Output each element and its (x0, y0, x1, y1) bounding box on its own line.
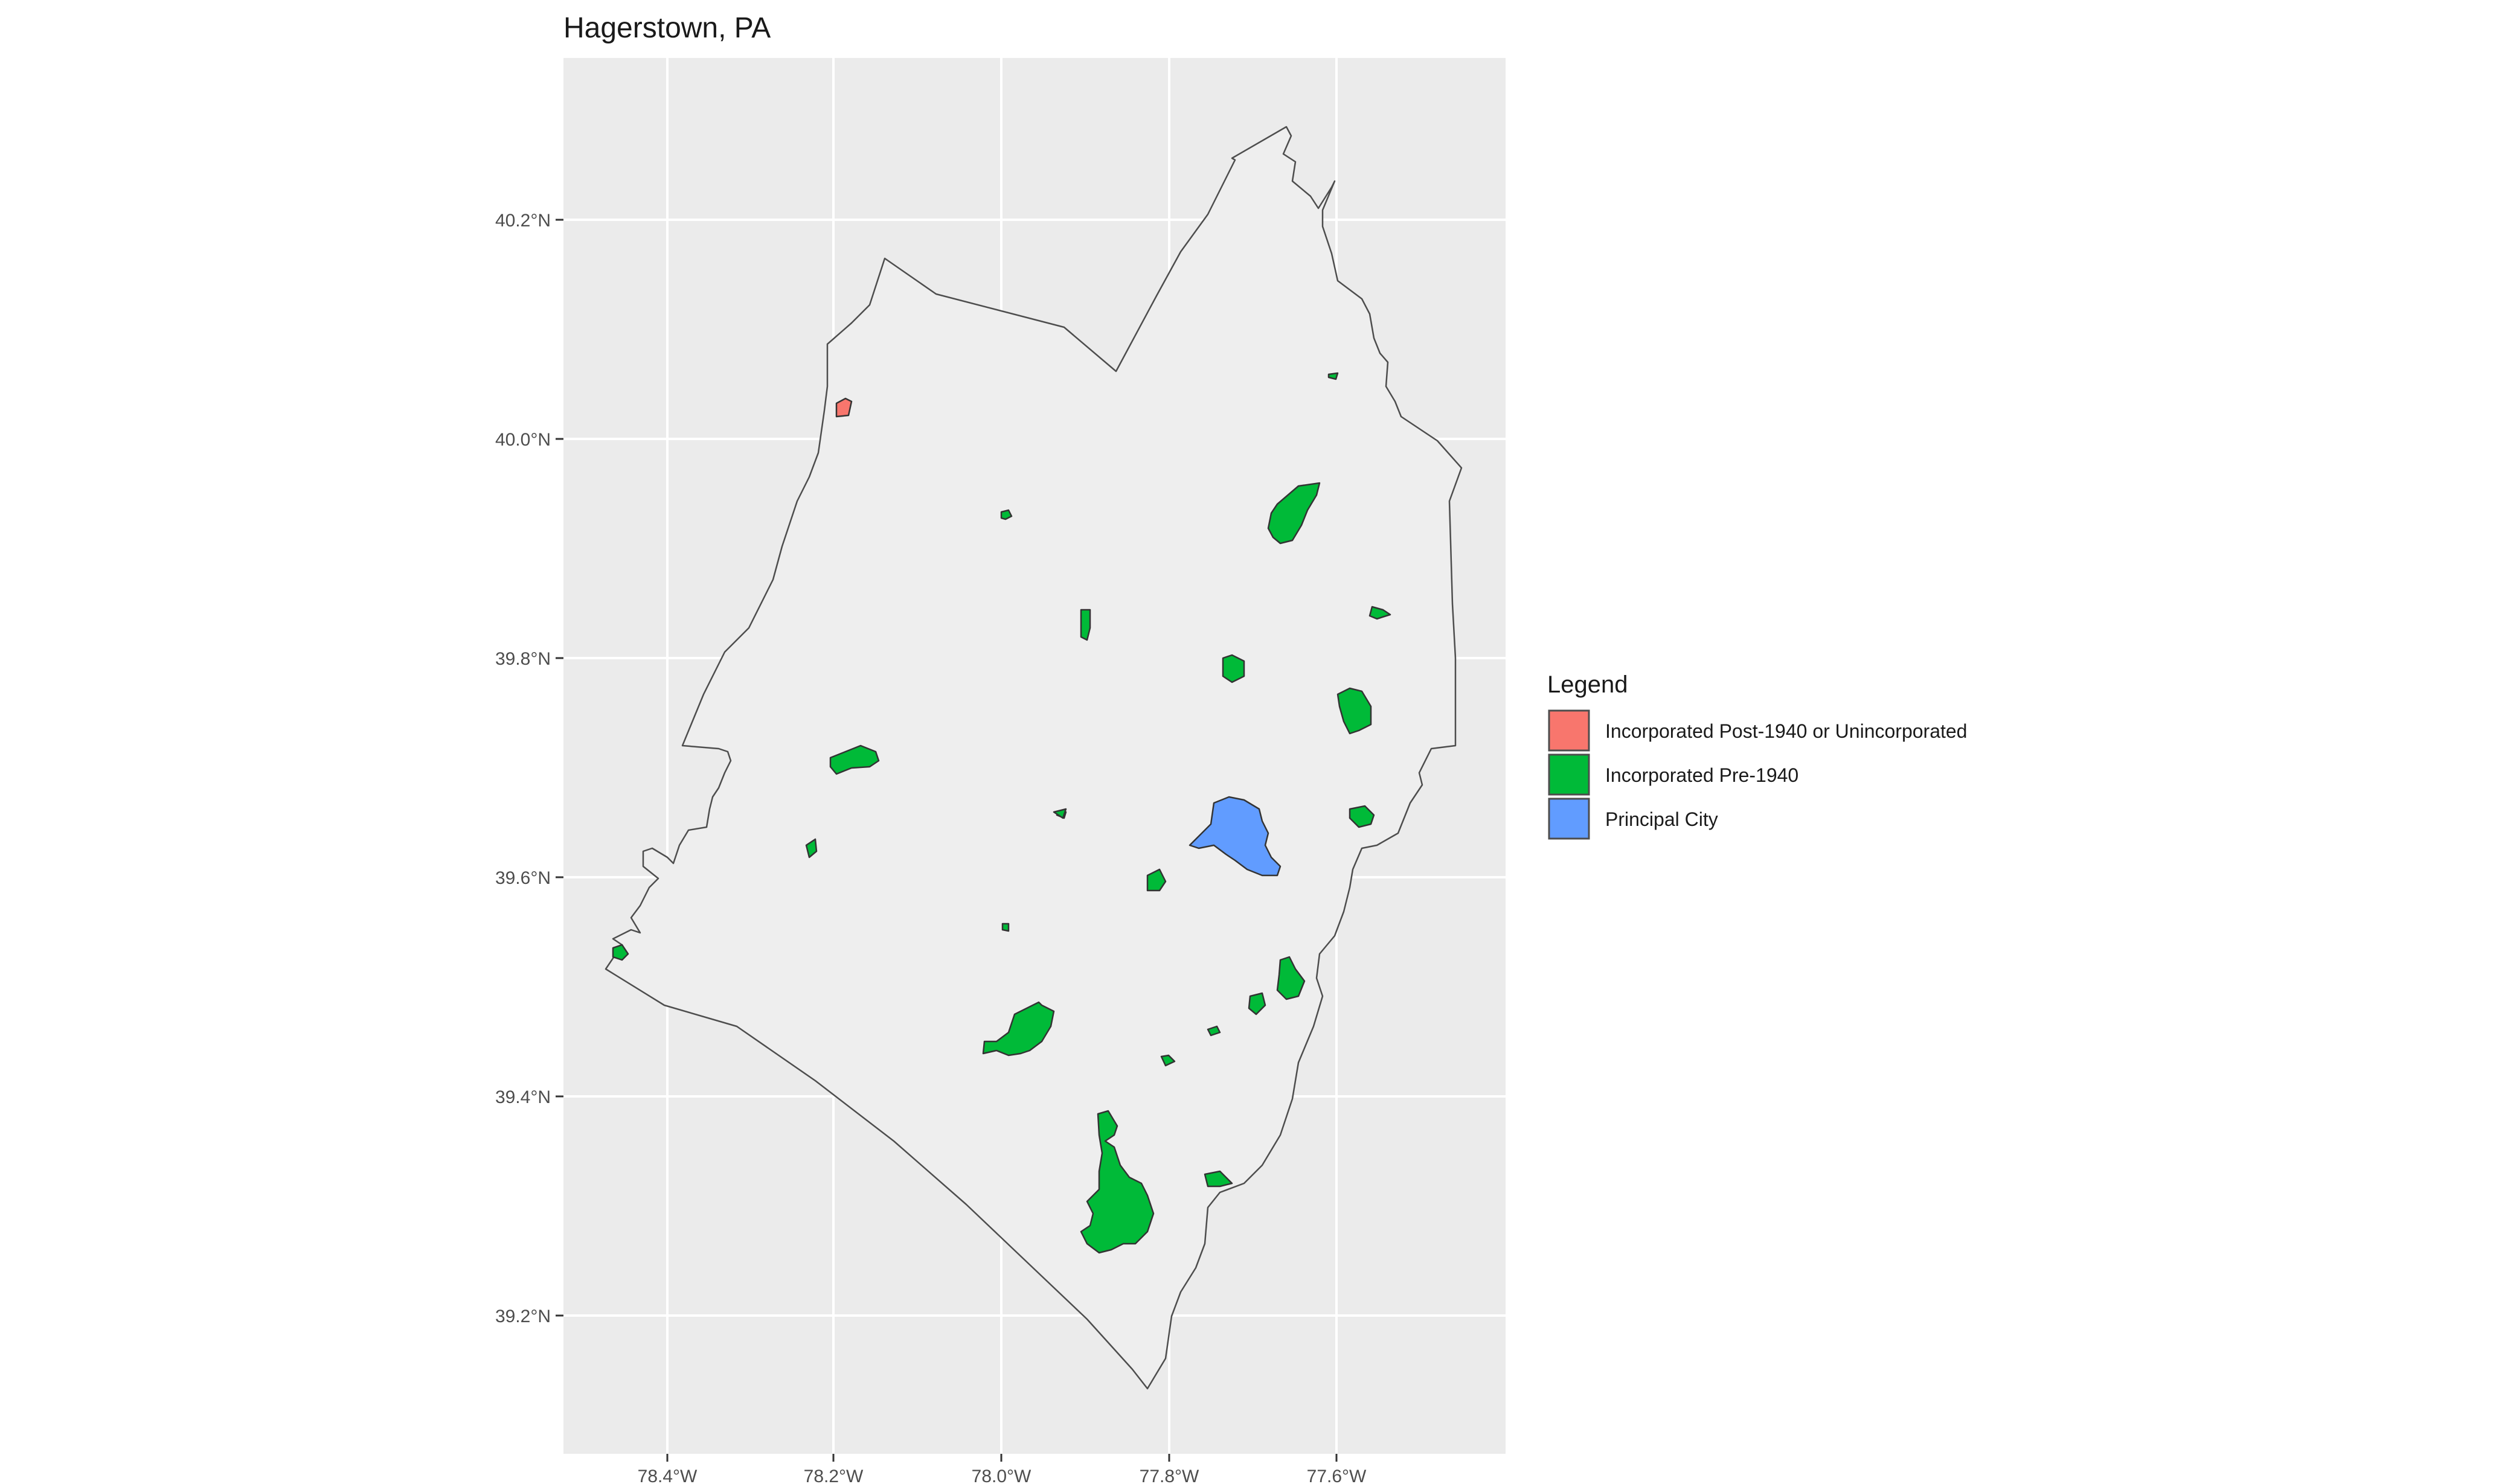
legend-label: Incorporated Pre-1940 (1605, 764, 1798, 786)
place-polygon (1336, 687, 1372, 735)
map-title: Hagerstown, PA (563, 12, 771, 44)
x-tick-label: 77.6°W (1307, 1466, 1367, 1484)
place-polygon (1146, 868, 1167, 892)
place-polygon (982, 1001, 1055, 1057)
place-polygon (1248, 992, 1266, 1015)
place-polygon (1080, 609, 1091, 641)
place-polygon (1349, 805, 1375, 828)
y-axis: 40.2°N 40.0°N 39.8°N 39.6°N 39.4°N 39.2°… (495, 211, 563, 1326)
place-polygon (1001, 923, 1010, 932)
y-tick-label: 39.6°N (495, 868, 551, 888)
place-polygon (1327, 372, 1339, 380)
post1940-place (835, 397, 853, 418)
y-tick-label: 40.2°N (495, 211, 551, 231)
principal-city (1189, 796, 1282, 877)
place-polygon (829, 744, 880, 775)
place-polygon (1207, 1025, 1221, 1037)
y-tick-label: 39.2°N (495, 1306, 551, 1326)
place-polygon (1000, 509, 1013, 520)
place-polygon (612, 944, 629, 961)
x-tick-label: 77.8°W (1140, 1466, 1199, 1484)
legend-label: Principal City (1605, 808, 1718, 830)
y-tick-label: 39.8°N (495, 649, 551, 669)
place-polygon (1222, 654, 1245, 683)
legend: Legend Incorporated Post-1940 or Unincor… (1547, 671, 1967, 840)
legend-swatch-principal-city (1548, 798, 1590, 840)
legend-swatch-post1940 (1548, 709, 1590, 752)
x-tick-label: 78.4°W (638, 1466, 698, 1484)
legend-label: Incorporated Post-1940 or Unincorporated (1605, 720, 1967, 742)
place-polygon (1267, 482, 1321, 545)
legend-swatch-pre1940 (1548, 753, 1590, 796)
legend-title: Legend (1547, 671, 1628, 698)
place-polygon (1160, 1054, 1176, 1067)
place-polygon (1204, 1170, 1233, 1188)
place-polygon (1053, 808, 1067, 819)
x-axis: 78.4°W 78.2°W 78.0°W 77.8°W 77.6°W (638, 1454, 1367, 1484)
pre1940-places (612, 372, 1391, 1254)
y-tick-label: 39.4°N (495, 1087, 551, 1107)
y-tick-label: 40.0°N (495, 430, 551, 450)
place-polygon (1368, 606, 1391, 620)
x-tick-label: 78.2°W (804, 1466, 864, 1484)
place-polygon (1276, 956, 1306, 1000)
x-tick-label: 78.0°W (972, 1466, 1031, 1484)
county-outline (605, 126, 1463, 1390)
place-polygon (805, 838, 818, 859)
place-polygon (1080, 1110, 1155, 1254)
